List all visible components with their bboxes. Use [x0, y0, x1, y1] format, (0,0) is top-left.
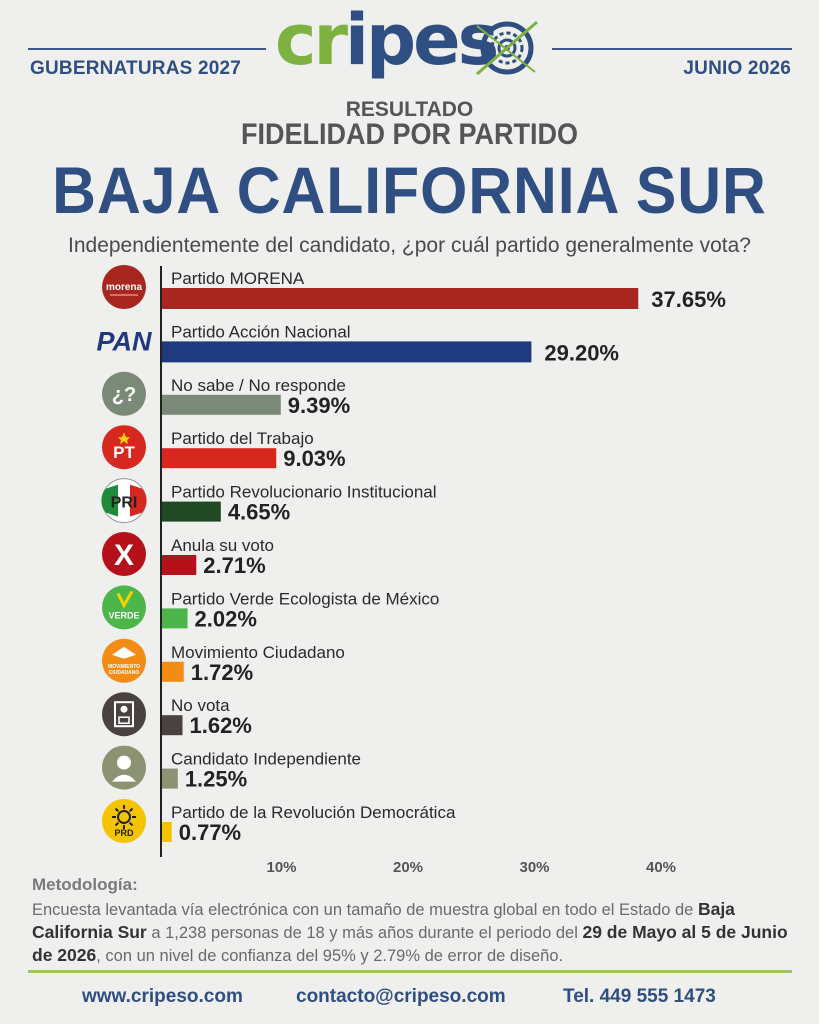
methodology-text-3: , con un nivel de confianza del 95% y 2.… — [96, 947, 564, 965]
value-label-partido-morena: 37.65% — [651, 287, 726, 312]
bar-anula-su-voto — [162, 555, 197, 575]
chart-subtitle: FIDELIDAD POR PARTIDO — [240, 118, 578, 151]
bar-label-no-vota: No vota — [171, 696, 230, 715]
svg-text:MOVIMIENTO: MOVIMIENTO — [108, 664, 140, 670]
x-tick-label: 20% — [393, 859, 423, 876]
methodology-text: Encuesta levantada vía electrónica con u… — [32, 898, 802, 967]
pt-logo: PT — [102, 425, 146, 470]
bar-no-vota — [162, 715, 183, 736]
svg-text:PT: PT — [113, 443, 135, 462]
result-label: RESULTADO — [345, 98, 474, 121]
bar-label-partido-revolucionario-institucional: Partido Revolucionario Institucional — [171, 483, 437, 502]
methodology-text-2: a 1,238 personas de 18 y más años durant… — [146, 924, 583, 942]
svg-text:X: X — [114, 539, 134, 572]
methodology-period: 29 de Mayo al 5 de Junio de 2026 — [32, 922, 788, 965]
svg-text:¿?: ¿? — [112, 384, 136, 406]
header-left-label: GUBERNATURAS 2027 — [30, 58, 242, 79]
methodology-block: Metodología: Encuesta levantada vía elec… — [32, 874, 802, 967]
cross-icon: X — [102, 532, 146, 576]
bar-label-no-sabe-no-responde: No sabe / No responde — [171, 376, 346, 395]
verde-logo: VERDE — [102, 585, 146, 630]
bar-partido-accion-nacional — [162, 341, 532, 363]
header-right-label: JUNIO 2026 — [683, 58, 791, 79]
pan-logo: PAN — [96, 326, 152, 356]
x-tick-label: 40% — [646, 859, 676, 876]
bar-label-partido-del-trabajo: Partido del Trabajo — [171, 429, 314, 448]
svg-text:PRD: PRD — [114, 828, 134, 838]
bar-label-partido-accion-nacional: Partido Acción Nacional — [171, 322, 351, 341]
target-icon — [476, 20, 538, 76]
bar-label-partido-verde-ecologista-de-mexico: Partido Verde Ecologista de México — [171, 589, 439, 608]
bar-label-movimiento-ciudadano: Movimiento Ciudadano — [171, 643, 345, 662]
footer-website[interactable]: www.cripeso.com — [82, 986, 243, 1007]
header-rule-left — [28, 48, 266, 50]
person-icon — [102, 745, 146, 790]
bar-partido-de-la-revolucion-democratica — [162, 822, 172, 842]
svg-text:VERDE: VERDE — [108, 610, 139, 620]
header-rule-right — [552, 48, 792, 50]
value-label-partido-verde-ecologista-de-mexico: 2.02% — [195, 606, 257, 631]
bar-label-partido-morena: Partido MORENA — [171, 269, 305, 288]
question-icon: ¿? — [102, 371, 146, 416]
footer-email[interactable]: contacto@cripeso.com — [296, 986, 506, 1007]
morena-logo: morena — [102, 265, 146, 309]
ballot-icon — [102, 692, 146, 737]
bar-no-sabe-no-responde — [162, 394, 281, 415]
logo-text-blue: ipes — [345, 0, 499, 81]
cripeso-logo: cripes — [275, 0, 545, 88]
value-label-anula-su-voto: 2.71% — [203, 553, 265, 578]
bar-partido-morena — [162, 288, 639, 309]
logo-text-green: cr — [275, 0, 348, 81]
bar-label-anula-su-voto: Anula su voto — [171, 536, 274, 555]
methodology-text-1: Encuesta levantada vía electrónica con u… — [32, 901, 698, 919]
value-label-partido-de-la-revolucion-democratica: 0.77% — [179, 820, 241, 845]
bar-partido-del-trabajo — [162, 448, 277, 469]
bar-label-candidato-independiente: Candidato Independiente — [171, 750, 361, 769]
svg-text:morena: morena — [106, 282, 143, 293]
value-label-partido-accion-nacional: 29.20% — [544, 340, 619, 365]
footer-divider — [28, 970, 792, 973]
bar-partido-revolucionario-institucional — [162, 501, 221, 522]
value-label-no-sabe-no-responde: 9.39% — [288, 393, 350, 418]
x-tick-label: 30% — [519, 859, 549, 876]
svg-text:CIUDADANO: CIUDADANO — [109, 670, 140, 676]
survey-question: Independientemente del candidato, ¿por c… — [68, 234, 751, 257]
pri-logo: PRI — [101, 478, 147, 524]
value-label-candidato-independiente: 1.25% — [185, 767, 247, 792]
prd-logo: PRD — [102, 799, 146, 843]
footer-phone: Tel. 449 555 1473 — [563, 986, 716, 1007]
bar-label-partido-de-la-revolucion-democratica: Partido de la Revolución Democrática — [171, 803, 456, 822]
value-label-partido-revolucionario-institucional: 4.65% — [228, 500, 290, 525]
methodology-state: Baja California Sur — [32, 899, 735, 942]
svg-text:PAN: PAN — [96, 326, 152, 356]
value-label-movimiento-ciudadano: 1.72% — [191, 660, 253, 685]
methodology-title: Metodología: — [32, 875, 138, 894]
value-label-no-vota: 1.62% — [189, 713, 251, 738]
svg-text:PRI: PRI — [111, 495, 138, 512]
bar-candidato-independiente — [162, 768, 178, 789]
bar-partido-verde-ecologista-de-mexico — [162, 608, 188, 629]
value-label-partido-del-trabajo: 9.03% — [283, 446, 345, 471]
state-title: BAJA CALIFORNIA SUR — [52, 153, 767, 227]
bar-movimiento-ciudadano — [162, 661, 184, 682]
x-tick-label: 10% — [266, 859, 296, 876]
bar-chart: 10% 20% 30% 40% morena Partido MORENA 37.65% PA… — [96, 265, 726, 876]
